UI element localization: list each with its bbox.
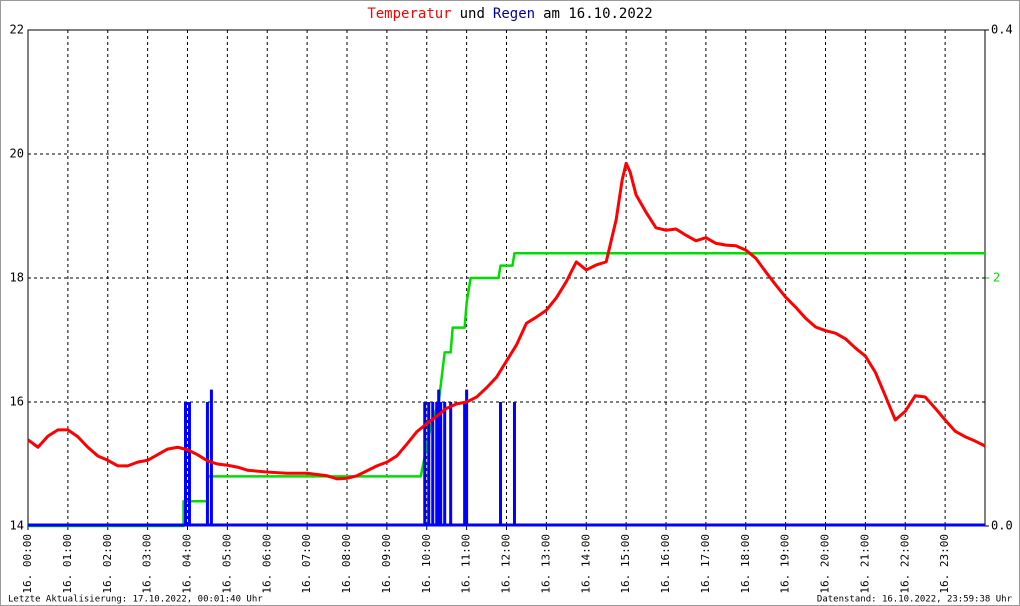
- y-tick-label: 14: [10, 519, 24, 533]
- x-tick-label: 16. 09:00: [380, 534, 393, 594]
- x-tick-label: 16. 14:00: [579, 534, 592, 594]
- x-tick-label: 16. 20:00: [819, 534, 832, 594]
- title-part: und: [460, 6, 485, 22]
- x-tick-label: 16. 23:00: [938, 534, 951, 594]
- series-line: [27, 161, 986, 481]
- footer-left: Letzte Aktualisierung: 17.10.2022, 00:01…: [8, 595, 263, 605]
- x-tick-label: 16. 21:00: [858, 534, 871, 594]
- x-tick-label: 16. 08:00: [340, 534, 353, 594]
- x-tick-label: 16. 10:00: [420, 534, 433, 594]
- y-tick-label: 16: [10, 395, 24, 409]
- x-tick-label: 16. 17:00: [699, 534, 712, 594]
- bar: [187, 402, 191, 526]
- y-tick-label: 20: [10, 147, 24, 161]
- x-tick-label: 16. 18:00: [739, 534, 752, 594]
- bar: [209, 389, 213, 526]
- x-tick-label: 16. 01:00: [61, 534, 74, 594]
- x-tick-label: 16. 13:00: [539, 534, 552, 594]
- y-tick-label: 22: [10, 23, 24, 37]
- bar: [449, 402, 453, 526]
- bar: [463, 402, 467, 526]
- y3-tick-label: 2: [993, 271, 1000, 285]
- bar: [512, 402, 516, 526]
- x-tick-label: 16. 00:00: [21, 534, 34, 594]
- x-tick-label: 16. 03:00: [141, 534, 154, 594]
- x-tick-label: 16. 16:00: [659, 534, 672, 594]
- y2-tick-label: 0.4: [991, 23, 1013, 37]
- x-tick-label: 16. 12:00: [500, 534, 513, 594]
- bar: [427, 402, 431, 526]
- bar: [431, 402, 435, 526]
- x-tick-label: 16. 19:00: [779, 534, 792, 594]
- bar: [443, 402, 447, 526]
- title-part: Temperatur: [367, 6, 451, 22]
- bar: [423, 402, 427, 526]
- chart-title: Temperatur und Regen am 16.10.2022: [367, 6, 652, 22]
- bar: [184, 402, 188, 526]
- title-part: am 16.10.2022: [543, 6, 653, 22]
- bar: [205, 402, 209, 526]
- title-part: Regen: [493, 6, 535, 22]
- x-tick-label: 16. 11:00: [460, 534, 473, 594]
- bar: [465, 389, 469, 526]
- bar: [439, 402, 443, 526]
- y-tick-label: 18: [10, 271, 24, 285]
- x-tick-label: 16. 22:00: [898, 534, 911, 594]
- bar: [437, 389, 441, 526]
- x-tick-label: 16. 04:00: [181, 534, 194, 594]
- bar: [435, 402, 439, 526]
- y2-tick-label: 0.0: [991, 519, 1013, 533]
- x-tick-label: 16. 06:00: [260, 534, 273, 594]
- x-tick-label: 16. 15:00: [619, 534, 632, 594]
- x-tick-label: 16. 07:00: [300, 534, 313, 594]
- x-tick-label: 16. 05:00: [220, 534, 233, 594]
- x-tick-label: 16. 02:00: [101, 534, 114, 594]
- bar: [499, 402, 503, 526]
- footer-right: Datenstand: 16.10.2022, 23:59:38 Uhr: [817, 595, 1013, 605]
